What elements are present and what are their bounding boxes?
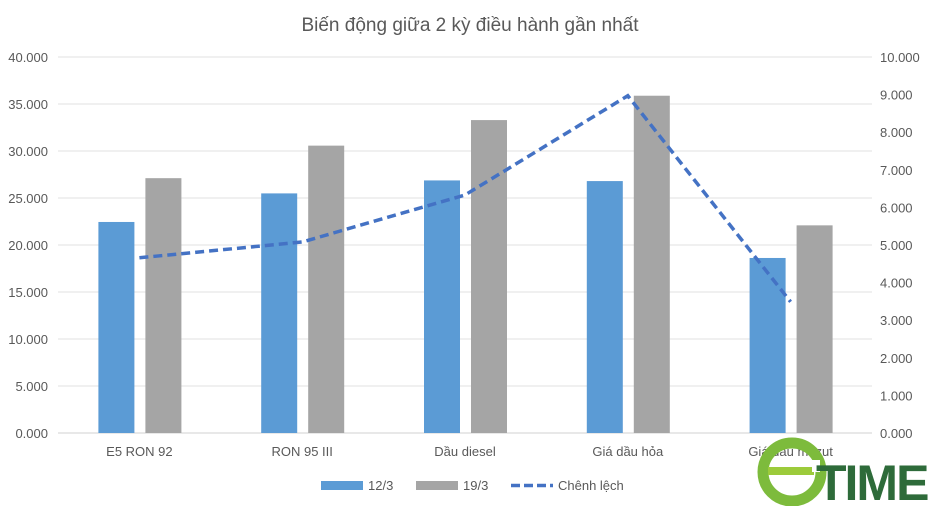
y-right-tick-label: 10.000 [880, 50, 920, 65]
y-right-tick-label: 1.000 [880, 388, 913, 403]
chart-title: Biến động giữa 2 kỳ điều hành gần nhất [301, 15, 639, 36]
y-right-tick-label: 4.000 [880, 276, 913, 291]
y-left-tick-label: 20.000 [8, 238, 48, 253]
bars [98, 95, 833, 433]
y-right-tick-label: 5.000 [880, 238, 913, 253]
legend-swatch [321, 481, 363, 490]
y-left-tick-label: 0.000 [15, 426, 48, 441]
bar-19-3 [796, 225, 833, 433]
y-left-tick-label: 40.000 [8, 50, 48, 65]
line-chenh-lech [139, 93, 792, 303]
bar-12-3 [749, 257, 786, 433]
y-right-tick-label: 7.000 [880, 163, 913, 178]
legend-label: Chênh lệch [558, 478, 624, 493]
y-right-tick-label: 8.000 [880, 125, 913, 140]
legend-swatch [416, 481, 458, 490]
y-left-tick-label: 30.000 [8, 144, 48, 159]
line-series [139, 93, 792, 303]
y-right-tick-label: 9.000 [880, 88, 913, 103]
y-left-tick-label: 15.000 [8, 285, 48, 300]
y-left-tick-label: 10.000 [8, 332, 48, 347]
etime-logo: TIME [757, 437, 930, 506]
y-right-tick-label: 0.000 [880, 426, 913, 441]
svg-text:TIME: TIME [816, 455, 928, 506]
y-left-tick-label: 25.000 [8, 191, 48, 206]
y-right-tick-label: 6.000 [880, 200, 913, 215]
legend-label: 12/3 [368, 478, 393, 493]
x-tick-label: Giá dầu hỏa [592, 444, 664, 459]
y-right-tick-label: 3.000 [880, 313, 913, 328]
bar-19-3 [633, 95, 670, 433]
y-right-tick-label: 2.000 [880, 351, 913, 366]
bar-12-3 [586, 181, 623, 433]
legend-label: 19/3 [463, 478, 488, 493]
bar-19-3 [145, 178, 182, 433]
gridlines [58, 56, 872, 434]
bar-12-3 [98, 221, 135, 433]
bar-19-3 [308, 145, 345, 433]
x-tick-label: RON 95 III [271, 444, 332, 459]
y-left-tick-label: 5.000 [15, 379, 48, 394]
bar-12-3 [424, 180, 460, 433]
bar-12-3 [261, 193, 298, 433]
y-left-tick-label: 35.000 [8, 97, 48, 112]
legend: 12/3 19/3 Chênh lệch [321, 478, 624, 493]
x-tick-label: E5 RON 92 [106, 444, 172, 459]
x-tick-label: Dầu diesel [434, 444, 496, 459]
bar-19-3 [471, 120, 507, 433]
